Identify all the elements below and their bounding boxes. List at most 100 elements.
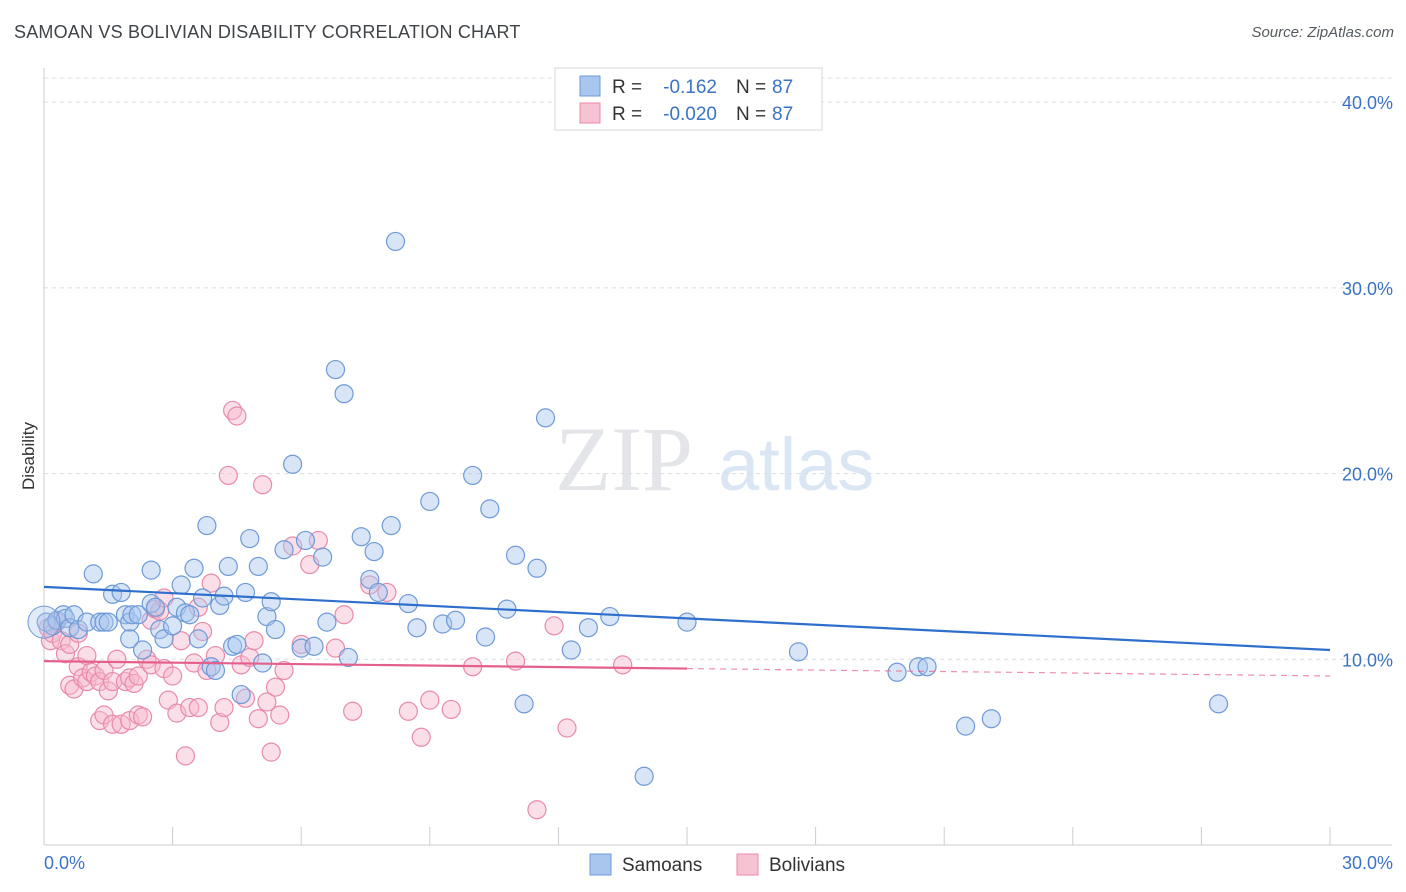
samoans-point [325, 359, 346, 380]
bolivians-point [334, 605, 354, 625]
bolivians-point [107, 649, 127, 669]
samoans-point [463, 465, 483, 486]
samoans-point [420, 491, 440, 512]
bolivians-point [227, 406, 247, 426]
axes: 10.0% 20.0% 30.0% 40.0% 0.0% 30.0% [43, 68, 1393, 873]
samoans-point [527, 558, 547, 578]
samoans-point [218, 556, 238, 577]
stats-n-label-bolivians: N = [736, 104, 766, 125]
bottom-legend-bolivians-label: Bolivians [769, 855, 845, 876]
samoans-point [120, 629, 140, 649]
samoans-point [261, 592, 281, 612]
samoans-point [381, 515, 401, 536]
bolivians-point [248, 709, 268, 729]
samoans-point [184, 558, 204, 578]
stats-r-value-samoans: -0.162 [663, 77, 717, 98]
samoans-point [171, 575, 191, 595]
samoans-point [111, 582, 131, 603]
samoans-point [334, 384, 354, 404]
stats-r-value-bolivians: -0.020 [663, 104, 717, 125]
samoans-point [122, 605, 142, 625]
bottom-legend-bolivians-swatch [736, 853, 759, 876]
samoans-point [313, 547, 333, 567]
chart-title: SAMOAN VS BOLIVIAN DISABILITY CORRELATIO… [14, 22, 521, 42]
stats-n-value-samoans: 87 [772, 77, 793, 98]
bolivians-point [420, 690, 440, 710]
bolivians-point [411, 727, 431, 747]
bolivians-point [141, 655, 161, 675]
y-axis-label: Disability [19, 421, 38, 490]
samoans-swatch [579, 75, 601, 97]
bolivians-points [38, 400, 633, 820]
samoans-point [27, 605, 61, 639]
samoans-point [981, 709, 1001, 729]
y-tick-label: 20.0% [1342, 465, 1393, 485]
bolivians-point [398, 701, 418, 721]
samoans-point [788, 642, 809, 662]
bolivians-point [325, 638, 346, 658]
bolivians-point [218, 465, 238, 486]
bottom-legend-samoans-swatch [589, 853, 612, 876]
samoans-trend-line [43, 585, 1331, 652]
bolivians-point [163, 666, 183, 686]
stats-r-label-samoans: R = [612, 77, 642, 98]
bolivians-trend-line-extension [686, 667, 1331, 677]
bolivians-point [544, 616, 564, 636]
samoans-point [480, 499, 500, 519]
samoans-point [407, 618, 427, 638]
samoans-point [445, 610, 466, 630]
samoans-point [505, 545, 526, 565]
samoans-point [227, 634, 247, 655]
x-tick-label: 0.0% [44, 853, 85, 873]
samoans-point [578, 618, 599, 638]
bolivians-point [274, 660, 294, 681]
samoans-point [887, 662, 907, 682]
bottom-legend-samoans-label: Samoans [622, 855, 702, 876]
source-credit: Source: ZipAtlas.com [1251, 24, 1394, 41]
samoans-point [956, 716, 976, 736]
samoans-point [94, 612, 114, 632]
samoans-point [188, 629, 208, 649]
bolivians-point [98, 681, 118, 701]
bolivians-point [210, 712, 230, 733]
y-tick-label: 30.0% [1342, 279, 1393, 299]
bolivians-point [244, 631, 264, 651]
stats-n-value-bolivians: 87 [772, 104, 793, 125]
stats-n-label-samoans: N = [736, 77, 766, 98]
samoans-point [600, 606, 620, 627]
trend-lines [43, 585, 1331, 677]
stats-legend: R = -0.162 N = 87 R = -0.020 N = 87 [554, 67, 823, 131]
samoans-point [132, 640, 153, 660]
samoans-point [364, 541, 384, 562]
bolivians-point [270, 705, 290, 725]
samoans-point [514, 694, 534, 714]
bolivians-point [205, 645, 226, 666]
stats-r-label-bolivians: R = [612, 104, 642, 125]
bolivians-trend-line [43, 660, 688, 670]
samoans-points [27, 231, 1229, 786]
samoans-point [248, 556, 268, 577]
samoans-point [128, 605, 148, 625]
bolivians-point [188, 697, 208, 718]
samoans-point [351, 527, 371, 547]
samoans-point [265, 619, 286, 640]
samoans-point [193, 588, 213, 608]
samoans-point [634, 766, 654, 786]
samoans-point [197, 515, 217, 536]
samoans-point [98, 612, 118, 632]
samoans-point [283, 454, 303, 474]
samoans-point [231, 684, 251, 705]
samoans-point [561, 640, 581, 660]
gridlines [44, 77, 1392, 660]
samoans-point [338, 647, 358, 668]
bolivians-point [40, 631, 61, 651]
y-tick-label: 40.0% [1342, 93, 1393, 113]
samoans-point [1208, 694, 1229, 714]
bolivians-point [613, 655, 633, 675]
samoans-point [295, 530, 316, 551]
samoans-point [145, 597, 166, 617]
y-tick-label: 10.0% [1342, 650, 1393, 670]
bolivians-point [201, 573, 221, 593]
bolivians-point [171, 631, 191, 651]
